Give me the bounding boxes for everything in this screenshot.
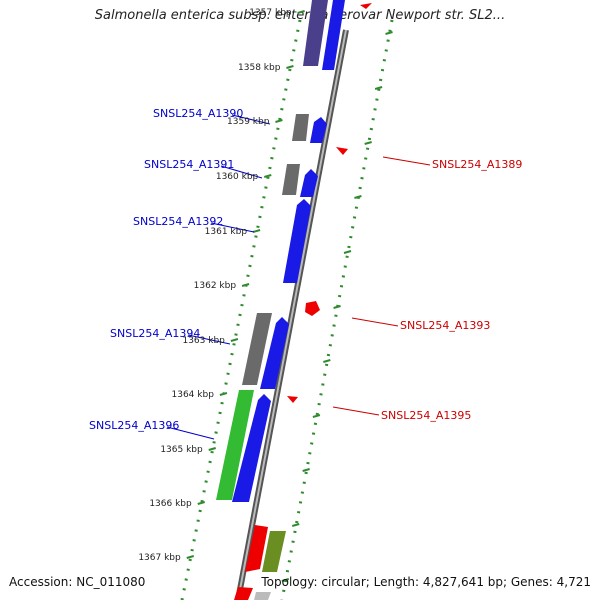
kbp-tick-label: 1358 kbp [238, 63, 281, 73]
gene-feature[interactable] [292, 114, 309, 141]
ring-tick-mark [312, 414, 321, 418]
ring-tick-mark [302, 468, 310, 472]
gene-feature[interactable] [262, 531, 286, 572]
kbp-tick-label: 1367 kbp [138, 553, 181, 563]
leader-line [187, 334, 231, 345]
ring-tick-mark [323, 359, 331, 363]
gene-feature[interactable] [303, 0, 328, 66]
kbp-tick-label: 1366 kbp [149, 499, 192, 509]
gene-label-A1390[interactable]: SNSL254_A1390 [153, 107, 243, 120]
ring-tick-mark [374, 86, 383, 90]
left-gene-labels: SNSL254_A1390 SNSL254_A1391 SNSL254_A139… [89, 107, 271, 440]
ring-tick-mark [343, 250, 352, 254]
gene-label-A1395[interactable]: SNSL254_A1395 [381, 409, 471, 422]
kbp-tick-mark [241, 283, 250, 287]
kbp-tick-mark [186, 555, 195, 559]
gene-label-A1396[interactable]: SNSL254_A1396 [89, 419, 179, 432]
kbp-tick-mark [252, 229, 261, 233]
gene-feature[interactable] [245, 525, 268, 572]
kbp-tick-label: 1361 kbp [205, 227, 248, 237]
gene-label-A1393[interactable]: SNSL254_A1393 [400, 319, 490, 332]
gene-feature[interactable] [360, 3, 372, 9]
kbp-tick-mark [219, 392, 228, 396]
leader-line [332, 406, 380, 416]
ring-tick-mark [333, 305, 341, 309]
gene-feature[interactable] [283, 199, 311, 283]
leader-line [382, 156, 431, 166]
ring-tick-mark [291, 523, 300, 527]
ring-tick-mark [385, 31, 393, 35]
gene-feature[interactable] [234, 587, 253, 600]
gene-label-A1389[interactable]: SNSL254_A1389 [432, 158, 522, 171]
leader-line [220, 165, 263, 179]
leader-line [210, 222, 255, 233]
ring-tick-mark [281, 578, 290, 582]
kbp-tick-label: 1360 kbp [216, 172, 259, 182]
gene-feature[interactable] [260, 317, 289, 389]
kbp-tick-label: 1357 kbp [249, 8, 292, 18]
gene-label-A1394[interactable]: SNSL254_A1394 [110, 327, 200, 340]
leader-line [231, 114, 271, 125]
gene-feature[interactable] [242, 313, 272, 385]
kbp-tick-mark [286, 65, 294, 69]
leader-line [166, 426, 215, 440]
kbp-tick-mark [263, 174, 272, 178]
kbp-tick-mark [275, 119, 283, 123]
accession-label: Accession: NC_011080 [9, 575, 146, 589]
right-gene-labels: SNSL254_A1389 SNSL254_A1393 SNSL254_A139… [332, 156, 522, 422]
gene-feature[interactable] [305, 301, 320, 316]
dotted-ring-right [280, 19, 394, 600]
gene-feature[interactable] [287, 396, 298, 403]
genome-summary: Topology: circular; Length: 4,827,641 bp… [261, 575, 591, 589]
kbp-tick-mark [208, 447, 216, 451]
kbp-tick-mark [230, 338, 239, 342]
gene-feature[interactable] [282, 164, 300, 195]
kbp-tick-label: 1362 kbp [194, 281, 237, 291]
tick-marks [186, 10, 393, 582]
gene-feature[interactable] [254, 592, 271, 600]
kbp-tick-label: 1359 kbp [227, 117, 270, 127]
gene-feature[interactable] [300, 169, 318, 197]
ring-tick-mark [364, 141, 372, 145]
kbp-tick-label: 1364 kbp [172, 390, 215, 400]
kbp-tick-mark [297, 10, 305, 14]
gene-feature[interactable] [232, 394, 271, 502]
gene-label-A1392[interactable]: SNSL254_A1392 [133, 215, 223, 228]
map-title: Salmonella enterica subsp. enterica sero… [94, 8, 506, 23]
gene-feature[interactable] [336, 147, 348, 155]
gene-feature[interactable] [216, 390, 254, 500]
kbp-tick-mark [197, 501, 206, 505]
ring-tick-mark [354, 195, 362, 199]
leader-line [351, 317, 399, 327]
gene-features [216, 0, 372, 600]
kbp-tick-label: 1363 kbp [182, 336, 225, 346]
tick-labels: 1357 kbp 1358 kbp 1359 kbp 1360 kbp 1361 kbp… [138, 8, 292, 563]
gene-feature[interactable] [322, 0, 345, 70]
genome-backbone-highlight [237, 29, 347, 600]
kbp-tick-label: 1365 kbp [160, 445, 203, 455]
gene-feature[interactable] [310, 117, 327, 143]
gene-label-A1391[interactable]: SNSL254_A1391 [144, 158, 234, 171]
